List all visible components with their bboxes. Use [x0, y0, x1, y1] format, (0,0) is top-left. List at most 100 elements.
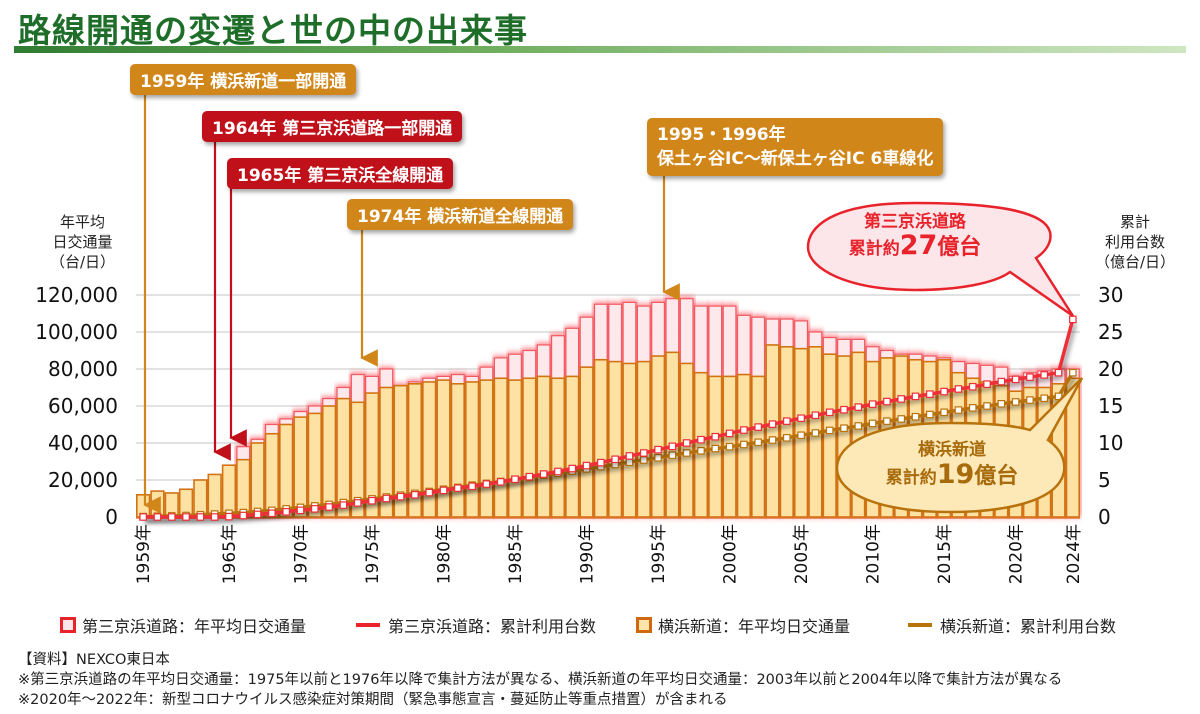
daisan-cumulative-marker: [639, 449, 648, 457]
daisan-cumulative-marker: [825, 408, 834, 417]
daisan-cumulative-marker: [554, 467, 562, 476]
daisan-bubble-suffix: 億台: [937, 235, 982, 260]
yokohama-cumulative-marker: [754, 438, 762, 447]
right-axis-ticks: 0 5 10 15 20 25 30: [1098, 283, 1123, 529]
daisan-cumulative-marker: [268, 509, 276, 518]
daisan-cumulative-line: [139, 315, 1077, 521]
yokohama-bar: [221, 464, 237, 518]
yokohama-bar: [336, 397, 351, 518]
yokohama-bar: [393, 384, 408, 518]
daisan-cumulative-marker: [139, 513, 147, 521]
legend-line-icon: [356, 623, 380, 627]
x-tick-label: 1985年: [506, 524, 526, 584]
x-tick-label: 1970年: [291, 524, 311, 584]
daisan-bubble-number: 27: [899, 230, 938, 261]
yokohama-bubble-total: 累計約19億台: [852, 460, 1052, 493]
notes: 【資料】NEXCO東日本 ※第三京浜道路の年平均日交通量：1975年以前と197…: [18, 650, 1062, 710]
yokohama-bar: [579, 366, 594, 518]
yokohama-bar: [522, 377, 537, 518]
yokohama-cumulative-marker: [1040, 394, 1049, 403]
left-axis-ticks: 0 20,000 40,000 60,000 80,000 100,000 120,000: [35, 283, 118, 529]
y2-tick-label: 5: [1098, 468, 1111, 492]
yokohama-bar: [422, 381, 437, 518]
yokohama-bar: [536, 375, 551, 518]
daisan-cumulative-marker: [310, 505, 319, 513]
x-tick-label: 2015年: [935, 524, 955, 584]
yokohama-bar: [450, 382, 465, 518]
left-axis-title-line: （台/日）: [49, 253, 116, 271]
daisan-cumulative-marker: [153, 513, 162, 521]
callout-1995-line2: 保土ヶ谷IC～新保土ヶ谷IC 6車線化: [657, 149, 934, 169]
daisan-cumulative-marker: [883, 397, 891, 406]
yokohama-bar: [379, 386, 394, 518]
yokohama-cumulative-marker: [1069, 368, 1077, 377]
yokohama-bar: [550, 377, 566, 518]
yokohama-speech-bubble: [835, 377, 1084, 514]
yokohama-cumulative-marker: [768, 436, 777, 444]
yokohama-cumulative-marker: [697, 446, 705, 455]
yokohama-cumulative-marker: [968, 404, 977, 412]
daisan-bubble-title: 第三京浜道路: [864, 212, 966, 232]
y2-tick-label: 10: [1098, 431, 1123, 455]
left-axis-title: 年平均 日交通量 （台/日）: [40, 212, 125, 272]
y-tick-label: 60,000: [48, 394, 118, 418]
daisan-cumulative-marker: [167, 513, 176, 521]
yokohama-bubble-prefix: 累計約: [885, 468, 937, 488]
daisan-cumulative-marker: [382, 494, 391, 503]
daisan-cumulative-marker: [625, 452, 634, 460]
footnote: ※2020年～2022年：新型コロナウイルス感染症対策期間（緊急事態宣言・蔓延防…: [18, 692, 728, 708]
yokohama-bar: [1065, 377, 1080, 518]
y-tick-label: 40,000: [48, 431, 118, 455]
yokohama-cumulative-marker: [1026, 396, 1034, 404]
legend-label: 横浜新道：年平均日交通量: [658, 617, 851, 636]
yokohama-cumulative-marker: [854, 422, 863, 430]
daisan-cumulative-marker: [1069, 315, 1077, 324]
x-tick-label: 2024年: [1064, 524, 1084, 584]
legend: 第三京浜道路：年平均日交通量 第三京浜道路：累計利用台数 横浜新道：年平均日交通…: [0, 613, 1200, 643]
yokohama-cumulative-marker: [654, 454, 662, 462]
daisan-cumulative-marker: [754, 423, 762, 431]
y-tick-label: 80,000: [48, 357, 118, 381]
yokohama-bar: [836, 355, 852, 518]
yokohama-bubble-number: 19: [936, 459, 975, 490]
daisan-cumulative-marker: [353, 499, 362, 507]
legend-item-daisan-cumulative: 第三京浜道路：累計利用台数: [356, 613, 596, 637]
yokohama-cumulative-marker: [740, 440, 748, 449]
legend-label: 横浜新道：累計利用台数: [940, 617, 1117, 636]
daisan-cumulative-marker: [1011, 375, 1020, 384]
daisan-cumulative-marker: [997, 377, 1006, 386]
yokohama-bar: [407, 382, 423, 518]
daisan-bubble-prefix: 累計約: [848, 239, 900, 259]
legend-line-icon: [908, 623, 932, 627]
y2-tick-label: 0: [1098, 505, 1111, 529]
yokohama-cumulative-marker: [625, 458, 634, 467]
y-tick-label: 120,000: [35, 283, 118, 307]
daisan-cumulative-marker: [797, 414, 805, 423]
daisan-cumulative-marker: [968, 382, 977, 391]
callout-1964: 1964年 第三京浜道路一部開通: [202, 111, 463, 142]
yokohama-bar: [279, 423, 294, 518]
yokohama-bubble-title: 横浜新道: [918, 440, 986, 460]
daisan-cumulative-marker: [411, 491, 419, 499]
yokohama-bar: [751, 375, 766, 518]
yokohama-bar: [765, 344, 780, 518]
x-tick-label: 1980年: [435, 524, 455, 584]
left-axis-title-line: 年平均: [59, 213, 105, 231]
daisan-cumulative-marker: [296, 506, 305, 515]
daisan-cumulative-marker: [1026, 373, 1034, 381]
daisan-cumulative-marker: [697, 435, 705, 444]
yokohama-bubble-text: 横浜新道 累計約19億台: [852, 435, 1052, 493]
daisan-cumulative-marker: [525, 472, 534, 481]
right-axis-title-line: 累計: [1119, 213, 1150, 231]
yokohama-bar: [507, 379, 523, 518]
left-axis-title-line: 日交通量: [52, 233, 113, 251]
yokohama-cumulative-marker: [825, 426, 834, 435]
daisan-cumulative-marker: [225, 512, 233, 521]
daisan-cumulative-marker: [725, 429, 734, 438]
yokohama-bar: [565, 375, 580, 518]
daisan-cumulative-marker: [854, 403, 863, 411]
yokohama-bar: [822, 353, 837, 518]
yokohama-cumulative-marker: [883, 417, 891, 425]
yokohama-cumulative-marker: [997, 399, 1006, 408]
daisan-cumulative-marker: [582, 461, 591, 470]
